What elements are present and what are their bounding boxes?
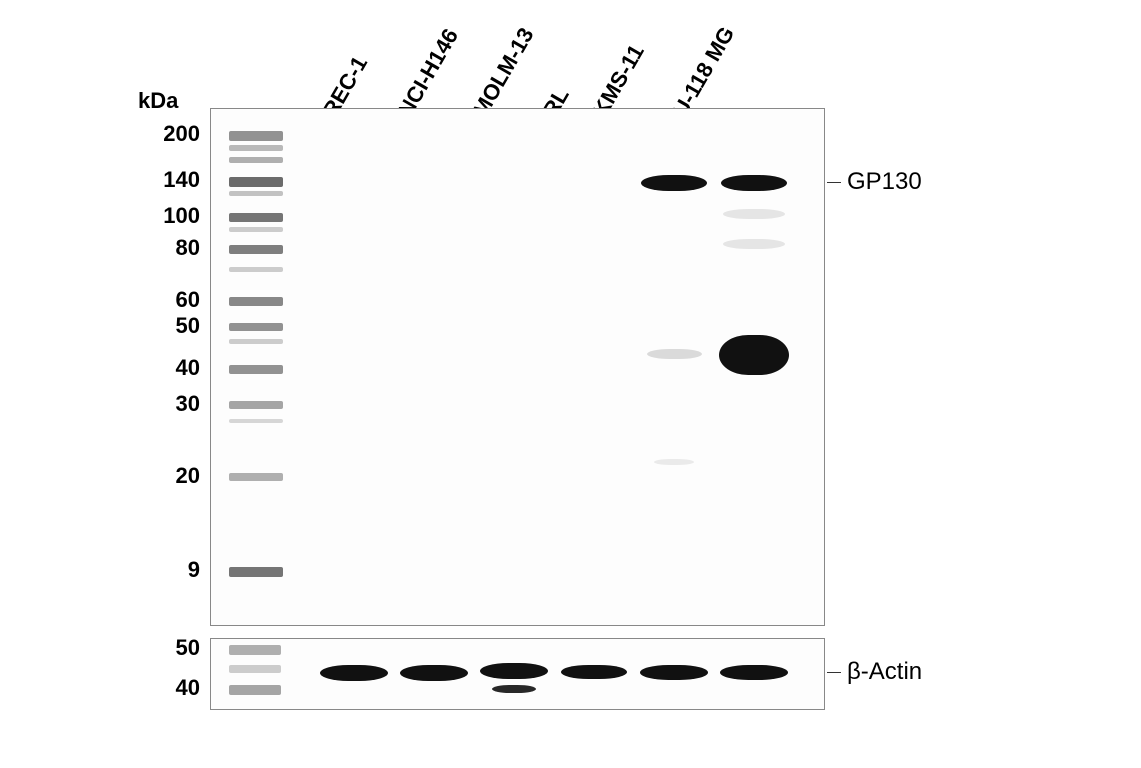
ladder-band xyxy=(229,401,283,409)
ladder-band xyxy=(229,685,281,695)
sample-band xyxy=(492,685,536,693)
ladder-band xyxy=(229,297,283,306)
actin-tick xyxy=(827,672,841,673)
sample-band xyxy=(320,665,388,681)
sample-band xyxy=(721,175,787,191)
ladder-band xyxy=(229,177,283,187)
ladder-band xyxy=(229,267,283,272)
sample-band xyxy=(719,335,789,375)
ladder-band xyxy=(229,339,283,344)
mw-label: 100 xyxy=(140,203,200,229)
mw-label: 140 xyxy=(140,167,200,193)
kda-label: kDa xyxy=(138,88,178,114)
ladder-band xyxy=(229,131,283,141)
mw-label: 40 xyxy=(140,355,200,381)
mw-label: 200 xyxy=(140,121,200,147)
mw-label: 50 xyxy=(140,635,200,661)
sample-band xyxy=(561,665,627,679)
ladder-band xyxy=(229,645,281,655)
mw-label: 20 xyxy=(140,463,200,489)
mw-label: 9 xyxy=(140,557,200,583)
ladder-band xyxy=(229,323,283,331)
ladder-band xyxy=(229,665,281,673)
western-blot-figure: kDa REC-1NCI-H146MOLM-13RLKMS-11U-118 MG… xyxy=(80,20,1060,750)
ladder-band xyxy=(229,157,283,163)
ladder-band xyxy=(229,213,283,222)
gp130-label: GP130 xyxy=(847,168,922,196)
mw-label: 60 xyxy=(140,287,200,313)
sample-band xyxy=(647,349,702,359)
sample-band xyxy=(723,239,785,249)
sample-band xyxy=(720,665,788,680)
ladder-band xyxy=(229,145,283,151)
sample-band xyxy=(723,209,785,219)
sample-band xyxy=(641,175,707,191)
ladder-band xyxy=(229,473,283,481)
ladder-band xyxy=(229,227,283,232)
mw-label: 50 xyxy=(140,313,200,339)
ladder-band xyxy=(229,567,283,577)
ladder-band xyxy=(229,191,283,196)
sample-band xyxy=(400,665,468,681)
ladder-band xyxy=(229,419,283,423)
mw-label: 40 xyxy=(140,675,200,701)
mw-label: 80 xyxy=(140,235,200,261)
main-blot xyxy=(210,108,825,626)
gp130-tick xyxy=(827,182,841,183)
sample-band xyxy=(654,459,694,465)
sample-band xyxy=(640,665,708,680)
actin-blot xyxy=(210,638,825,710)
ladder-band xyxy=(229,245,283,254)
mw-label: 30 xyxy=(140,391,200,417)
sample-band xyxy=(480,663,548,679)
ladder-band xyxy=(229,365,283,374)
actin-label: β-Actin xyxy=(847,658,922,686)
